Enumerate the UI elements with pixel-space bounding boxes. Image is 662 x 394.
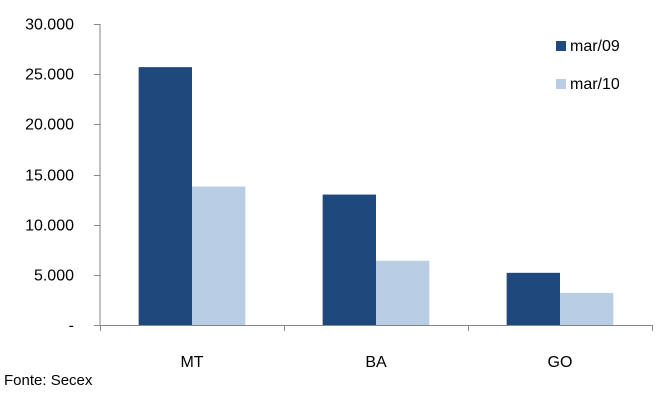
bar-mar10-mt: [192, 186, 246, 325]
legend-swatch: [556, 79, 566, 89]
x-category-label: BA: [365, 354, 387, 371]
y-tick-label: 15.000: [25, 168, 74, 185]
bar-mar09-mt: [138, 67, 192, 325]
y-tick-label: -: [69, 318, 74, 335]
bar-mar09-go: [506, 272, 560, 325]
source-note: Fonte: Secex: [4, 372, 93, 389]
legend-label: mar/10: [570, 76, 620, 93]
y-tick-label: 5.000: [34, 268, 74, 285]
legend: mar/09 mar/10: [556, 38, 620, 93]
bar-mar10-go: [560, 292, 614, 325]
legend-label: mar/09: [570, 38, 620, 55]
x-category-label: MT: [180, 354, 203, 371]
bar-mar09-ba: [322, 194, 376, 325]
legend-swatch: [556, 41, 566, 51]
y-tick-label: 10.000: [25, 218, 74, 235]
bar-series-group: [138, 67, 614, 325]
y-tick-label: 30.000: [25, 17, 74, 34]
x-category-label: GO: [548, 354, 573, 371]
y-tick-label: 25.000: [25, 67, 74, 84]
y-axis: - 5.000 10.000 15.000 20.000 25.000 30.000: [25, 17, 101, 335]
x-axis: MT BA GO: [100, 325, 653, 371]
y-tick-label: 20.000: [25, 117, 74, 134]
bar-mar10-ba: [376, 260, 430, 325]
